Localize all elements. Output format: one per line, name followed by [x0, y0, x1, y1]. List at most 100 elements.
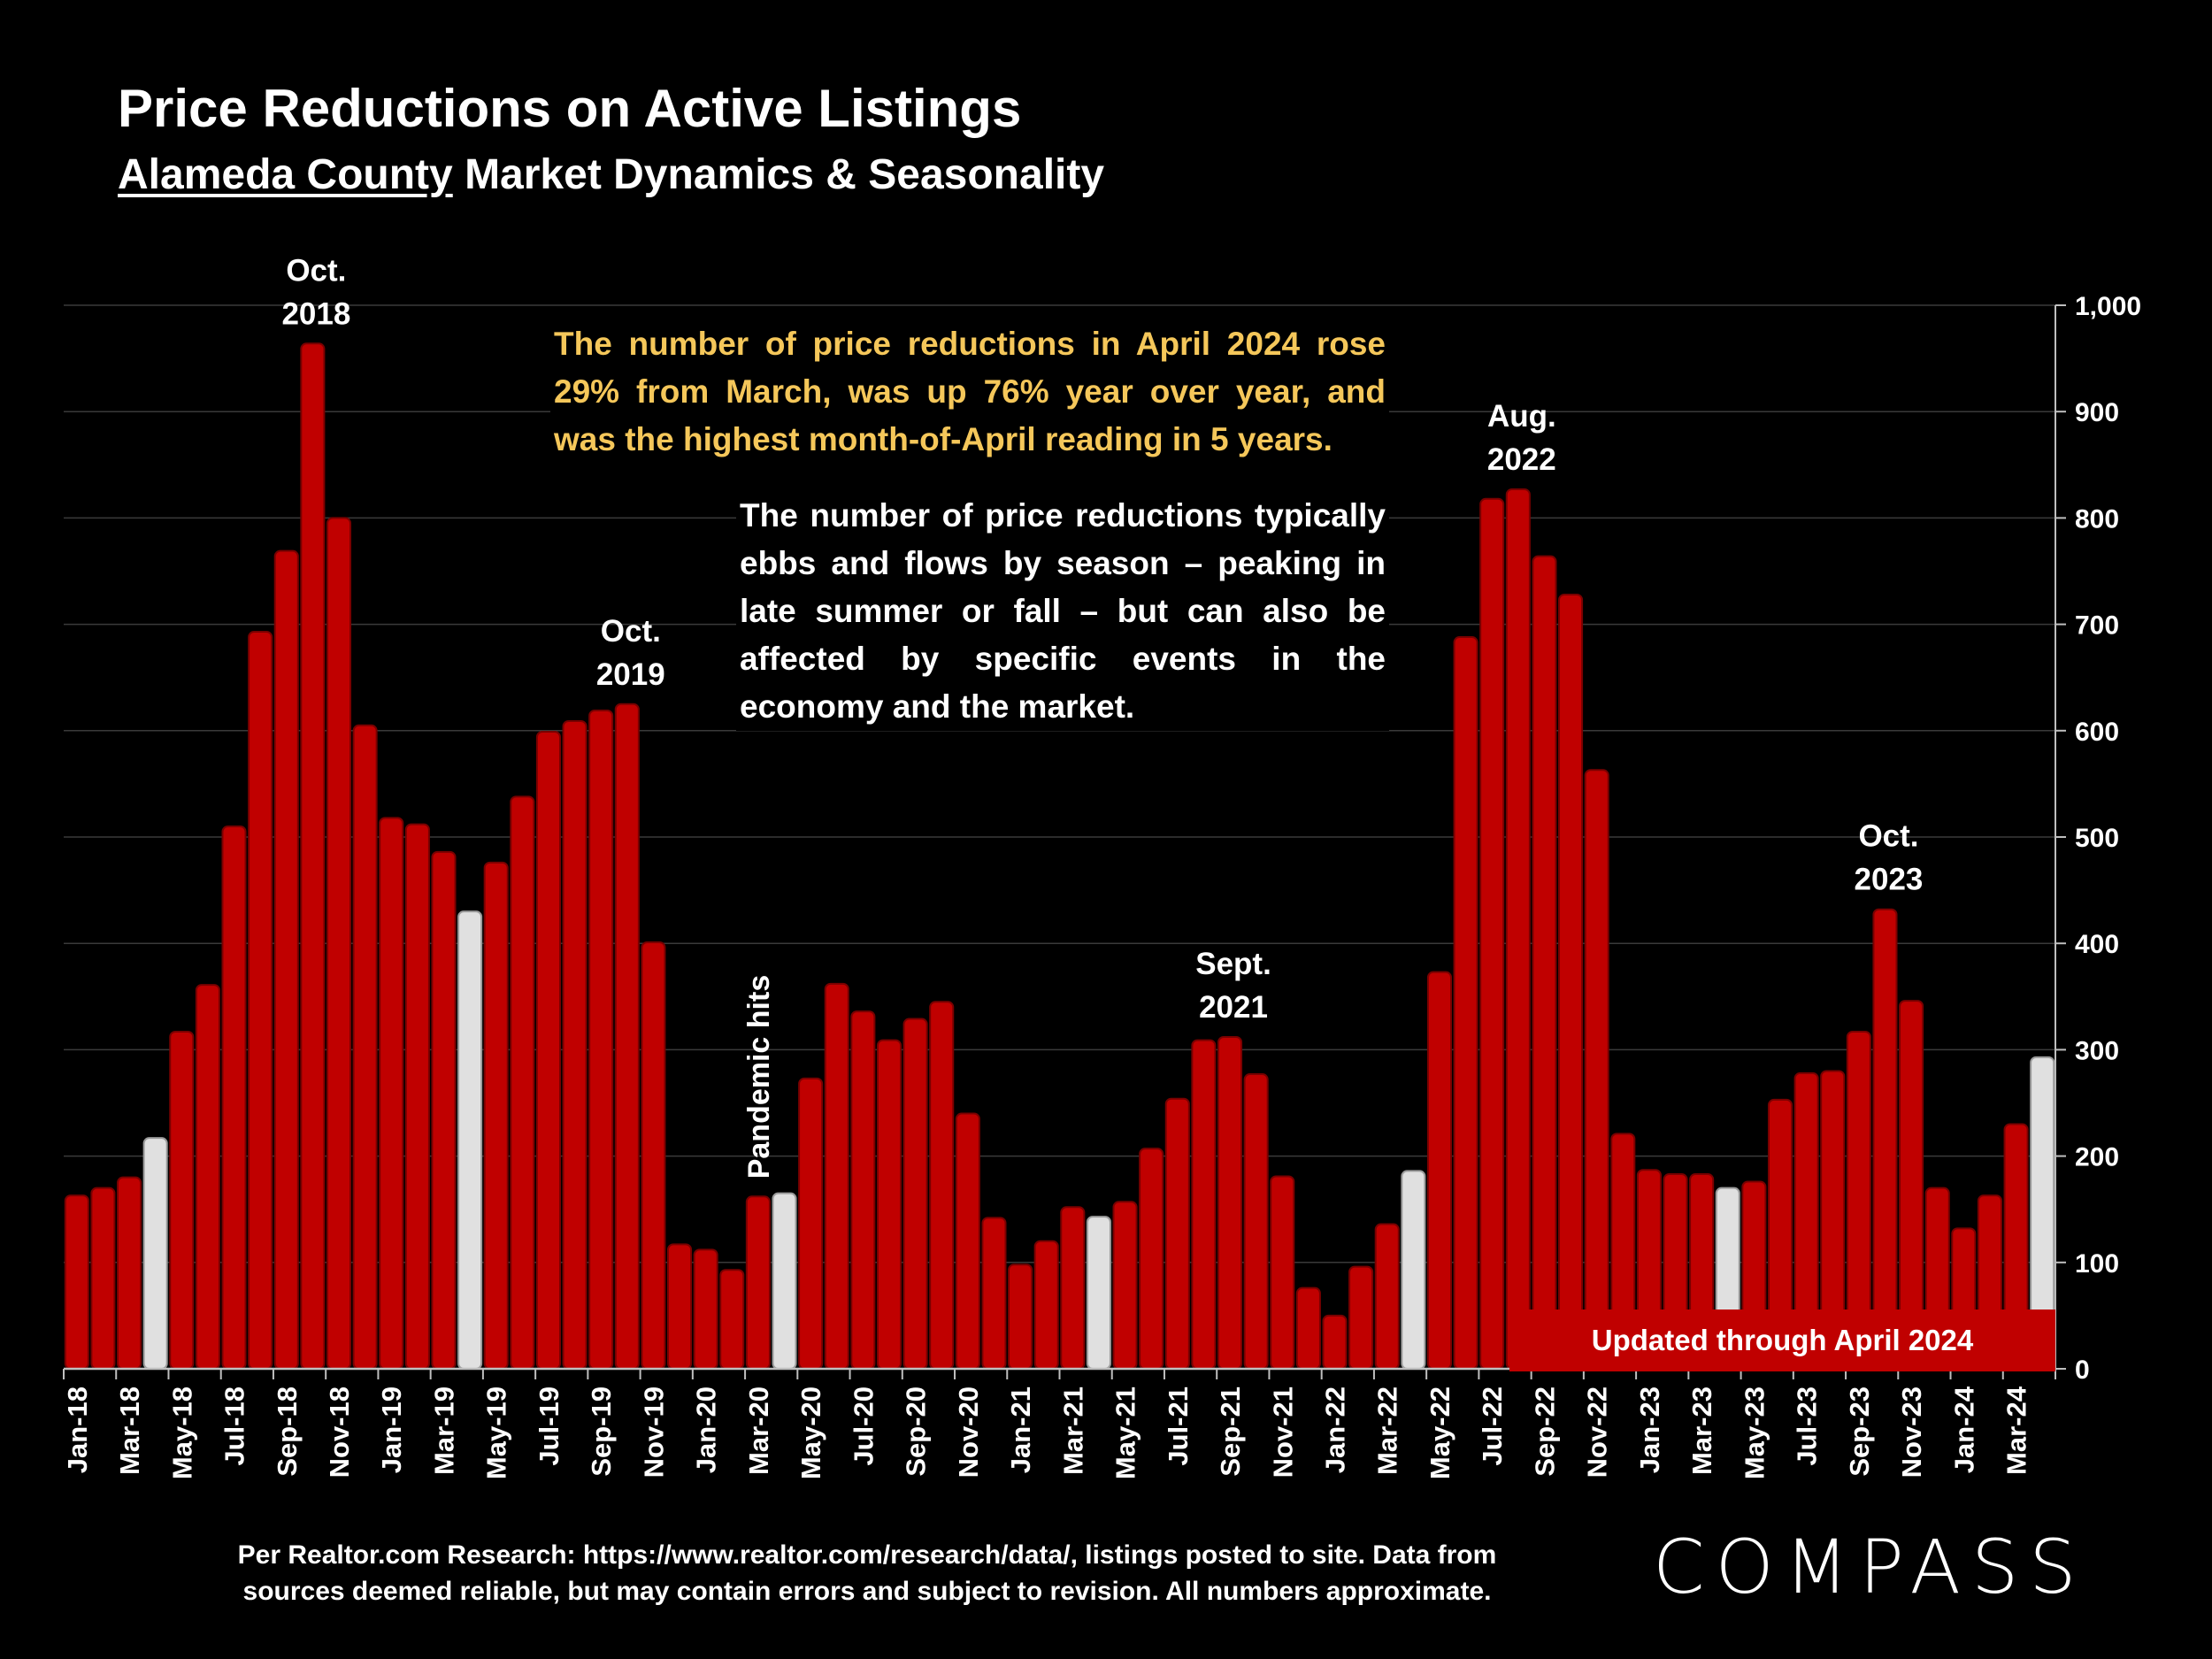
bar	[902, 1018, 928, 1370]
bar	[483, 861, 509, 1370]
x-tick-label: Nov-23	[1896, 1386, 1927, 1478]
y-tick-label: 1,000	[2075, 292, 2141, 321]
bar	[1348, 1265, 1374, 1371]
bar	[326, 517, 352, 1370]
seasonality-note: The number of price reductions typically…	[736, 492, 1389, 731]
y-tick-label: 800	[2075, 504, 2119, 534]
bar	[300, 342, 326, 1371]
x-tick-label: Sep-20	[901, 1386, 932, 1477]
x-tick-label: Mar-22	[1372, 1386, 1403, 1475]
bar	[273, 549, 299, 1370]
x-tick-label: May-18	[166, 1386, 197, 1479]
bar	[1322, 1314, 1348, 1371]
highlight-note: The number of price reductions in April …	[550, 320, 1389, 464]
bar	[404, 823, 430, 1370]
subtitle-rest: Market Dynamics & Seasonality	[452, 151, 1105, 198]
annotation-label: Sept.	[1195, 947, 1271, 981]
compass-logo: COMPASS	[1653, 1524, 2087, 1610]
bar	[1086, 1216, 1111, 1371]
bar	[90, 1187, 116, 1371]
bar	[1112, 1201, 1138, 1371]
annotation-label: Aug.	[1487, 399, 1556, 434]
annotation-label: 2022	[1487, 442, 1556, 477]
bar	[535, 731, 561, 1370]
bar	[1139, 1148, 1164, 1371]
x-tick-label: Nov-19	[638, 1386, 669, 1478]
bar	[510, 795, 535, 1370]
x-tick-label: May-20	[795, 1386, 826, 1479]
bar	[719, 1269, 745, 1370]
x-tick-label: Nov-21	[1267, 1386, 1298, 1478]
x-tick-label: Jan-24	[1948, 1386, 1979, 1473]
bar	[588, 709, 614, 1370]
x-tick-label: Sep-18	[272, 1386, 303, 1477]
bar	[195, 984, 220, 1370]
y-tick-label: 400	[2075, 930, 2119, 959]
bar	[614, 703, 640, 1370]
bar	[1033, 1240, 1059, 1371]
annotation-label: Oct.	[286, 253, 346, 288]
y-tick-label: 900	[2075, 398, 2119, 427]
bar	[798, 1077, 824, 1370]
bar	[64, 1194, 89, 1370]
bar	[955, 1112, 980, 1371]
x-tick-label: Jan-20	[691, 1386, 722, 1473]
x-tick-label: Jan-19	[376, 1386, 407, 1473]
bar	[1060, 1206, 1086, 1371]
x-tick-label: Jul-23	[1792, 1386, 1823, 1466]
y-tick-label: 500	[2075, 824, 2119, 853]
source-footnote: Per Realtor.com Research: https://www.re…	[204, 1537, 1531, 1609]
bar	[850, 1010, 876, 1371]
x-tick-label: Sep-21	[1215, 1386, 1246, 1477]
bar	[981, 1217, 1007, 1371]
bar	[142, 1137, 168, 1371]
annotation-label: 2018	[281, 296, 350, 331]
y-tick-label: 600	[2075, 718, 2119, 747]
bar	[641, 941, 666, 1371]
x-tick-label: Jul-21	[1163, 1386, 1194, 1466]
bar	[1401, 1170, 1426, 1370]
bar	[667, 1243, 693, 1370]
bar	[431, 850, 457, 1370]
x-tick-label: Jan-23	[1634, 1386, 1665, 1473]
x-tick-label: Nov-22	[1582, 1386, 1613, 1478]
bar	[117, 1176, 142, 1371]
page-title: Price Reductions on Active Listings	[118, 79, 1022, 138]
y-tick-label: 200	[2075, 1143, 2119, 1172]
bar	[1584, 769, 1609, 1370]
y-tick-label: 100	[2075, 1249, 2119, 1279]
x-tick-label: Jul-20	[848, 1386, 879, 1466]
x-tick-label: Mar-18	[114, 1386, 145, 1475]
bar	[929, 1001, 955, 1371]
bar	[1558, 593, 1584, 1370]
x-tick-label: Jan-18	[62, 1386, 93, 1473]
x-tick-label: May-19	[481, 1386, 512, 1479]
annotation-label: 2023	[1855, 863, 1924, 897]
x-tick-label: Mar-20	[743, 1386, 774, 1475]
bar	[876, 1039, 902, 1371]
x-tick-label: Mar-19	[428, 1386, 459, 1475]
bar	[1479, 497, 1505, 1370]
bar	[221, 825, 247, 1370]
x-tick-label: Jul-22	[1477, 1386, 1508, 1466]
annotation-label: Oct.	[601, 614, 661, 649]
bar	[1872, 908, 1898, 1370]
bar	[1505, 488, 1531, 1370]
bar	[457, 910, 483, 1370]
footnote-line-2: sources deemed reliable, but may contain…	[242, 1577, 1492, 1606]
annotation-label: 2021	[1199, 990, 1268, 1025]
footnote-line-1: Per Realtor.com Research: https://www.re…	[237, 1540, 1497, 1570]
y-tick-label: 700	[2075, 611, 2119, 641]
page-subtitle: Alameda County Market Dynamics & Seasona…	[118, 150, 1104, 199]
updated-badge: Updated through April 2024	[1509, 1310, 2055, 1371]
bar	[1374, 1223, 1400, 1370]
x-tick-label: Nov-20	[953, 1386, 984, 1478]
bar	[693, 1248, 718, 1370]
x-tick-label: Jul-18	[219, 1386, 250, 1466]
bar	[352, 724, 378, 1370]
x-tick-label: Nov-18	[324, 1386, 355, 1478]
annotation-label: 2019	[596, 657, 665, 692]
bar	[1453, 636, 1479, 1370]
bar	[772, 1192, 797, 1371]
